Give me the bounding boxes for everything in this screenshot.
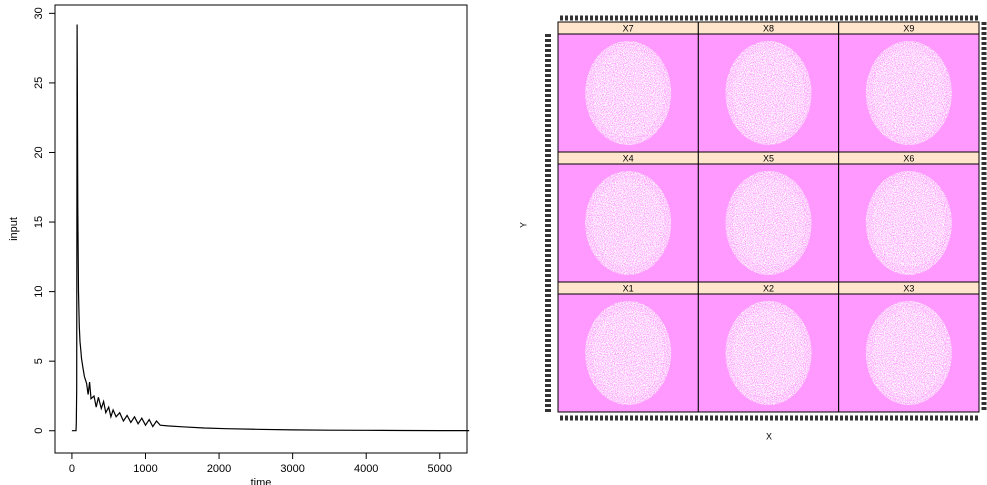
x-axis-label: X xyxy=(766,431,772,441)
panel: X9 xyxy=(839,22,979,152)
y-tick-label: 15 xyxy=(33,216,45,228)
panel: X1 xyxy=(558,282,698,412)
panel: X5 xyxy=(698,152,838,282)
panel-title: X9 xyxy=(903,23,914,33)
x-tick-label: 1000 xyxy=(133,463,157,475)
y-tick-label: 10 xyxy=(33,285,45,297)
panel: X7 xyxy=(558,22,698,152)
y-tick-label: 5 xyxy=(33,358,45,364)
x-tick-label: 0 xyxy=(69,463,75,475)
panel-title: X8 xyxy=(763,23,774,33)
panel: X8 xyxy=(698,22,838,152)
x-tick-label: 2000 xyxy=(207,463,231,475)
panel: X4 xyxy=(558,152,698,282)
plot-box xyxy=(55,5,467,453)
brain-image xyxy=(592,49,664,137)
y-axis-label: input xyxy=(8,217,20,241)
x-axis-label: time xyxy=(251,477,272,485)
page: {"chart_data": [ {"type": "line", "xlabe… xyxy=(0,0,987,485)
panel-title: X7 xyxy=(623,23,634,33)
panel-title: X5 xyxy=(763,153,774,163)
brain-image xyxy=(592,309,664,397)
panel: X2 xyxy=(698,282,838,412)
y-axis-label: Y xyxy=(518,222,528,228)
brain-image xyxy=(873,49,945,137)
x-tick-label: 4000 xyxy=(354,463,378,475)
x-tick-label: 5000 xyxy=(428,463,452,475)
panel: X3 xyxy=(839,282,979,412)
brain-image xyxy=(733,309,805,397)
panel-title: X2 xyxy=(763,283,774,293)
panel-title: X6 xyxy=(903,153,914,163)
figure: 0 1000 2000 3000 4000 5000 0 5 10 15 20 25 30 time inp… xyxy=(0,0,987,485)
y-tick-label: 0 xyxy=(33,428,45,434)
brain-image xyxy=(733,49,805,137)
brain-image xyxy=(733,179,805,267)
panel: X6 xyxy=(839,152,979,282)
panel-title: X1 xyxy=(623,283,634,293)
brain-image xyxy=(873,309,945,397)
x-tick-label: 3000 xyxy=(280,463,304,475)
panel-title: X4 xyxy=(623,153,634,163)
y-tick-label: 20 xyxy=(33,146,45,158)
brain-image xyxy=(592,179,664,267)
data-line xyxy=(72,25,469,431)
panel-title: X3 xyxy=(903,283,914,293)
y-tick-label: 30 xyxy=(33,7,45,19)
brain-image xyxy=(873,179,945,267)
y-tick-label: 25 xyxy=(33,77,45,89)
